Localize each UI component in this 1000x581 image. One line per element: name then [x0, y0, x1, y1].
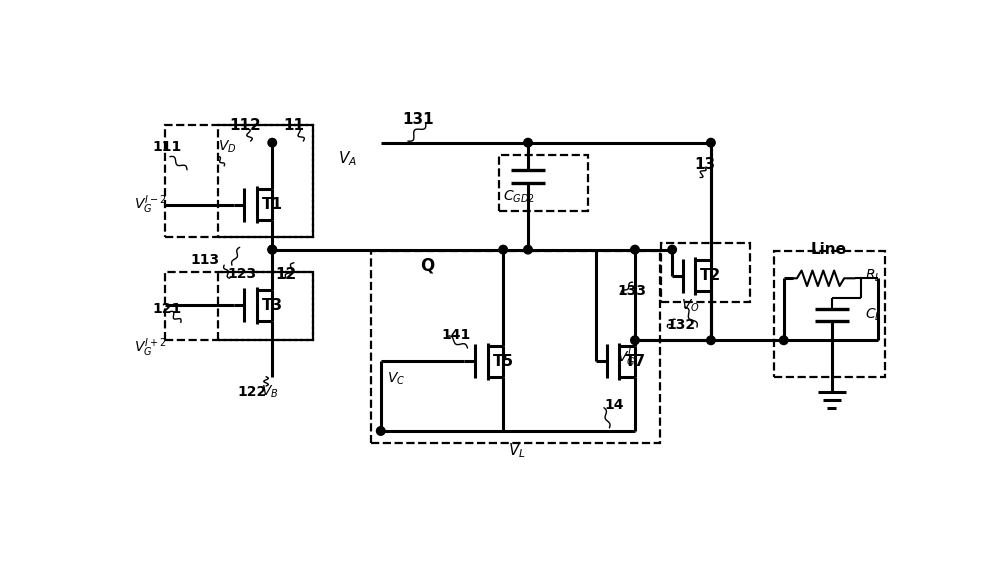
Text: 112: 112: [229, 118, 261, 133]
Text: $C_L$: $C_L$: [865, 307, 882, 323]
Text: 132: 132: [666, 318, 695, 332]
Text: $V_L$: $V_L$: [508, 442, 525, 461]
Bar: [218, 125, 313, 237]
Circle shape: [268, 245, 277, 254]
Text: $V_O$: $V_O$: [681, 297, 700, 314]
Circle shape: [707, 138, 715, 147]
Circle shape: [499, 245, 507, 254]
Circle shape: [268, 245, 277, 254]
Text: $V_D$: $V_D$: [218, 138, 237, 155]
Text: $V_B$: $V_B$: [261, 384, 278, 400]
Circle shape: [631, 336, 639, 345]
Text: T3: T3: [262, 298, 283, 313]
Circle shape: [268, 138, 277, 147]
Text: 141: 141: [441, 328, 470, 342]
Text: $C_{GD2}$: $C_{GD2}$: [503, 189, 535, 205]
Text: $R_L$: $R_L$: [865, 268, 882, 284]
Bar: [774, 251, 885, 376]
Bar: [218, 272, 313, 340]
Text: $V_G^{I+2}$: $V_G^{I+2}$: [134, 337, 167, 359]
Text: 14: 14: [604, 397, 623, 411]
Text: T7: T7: [624, 354, 646, 369]
Text: Line: Line: [811, 242, 847, 257]
Text: 123: 123: [227, 267, 256, 281]
Circle shape: [779, 336, 788, 345]
Circle shape: [524, 245, 532, 254]
Bar: [661, 243, 750, 302]
Circle shape: [631, 245, 639, 254]
Text: $V_G^{I-2}$: $V_G^{I-2}$: [134, 193, 167, 216]
Circle shape: [376, 426, 385, 435]
Bar: [165, 272, 313, 340]
Text: $V_C$: $V_C$: [387, 371, 405, 388]
Text: 13: 13: [694, 157, 715, 172]
Bar: [371, 251, 660, 443]
Text: 11: 11: [283, 118, 304, 133]
Circle shape: [707, 336, 715, 345]
Text: 111: 111: [152, 139, 181, 153]
Text: T2: T2: [700, 268, 721, 284]
Text: $V_A$: $V_A$: [338, 149, 357, 167]
Bar: [499, 155, 588, 211]
Text: 12: 12: [276, 267, 297, 282]
Text: $V_G^I$: $V_G^I$: [617, 347, 636, 370]
Bar: [165, 125, 313, 237]
Circle shape: [524, 138, 532, 147]
Text: 133: 133: [617, 285, 646, 299]
Text: 113: 113: [191, 253, 220, 267]
Text: 131: 131: [402, 112, 434, 127]
Text: T1: T1: [262, 197, 283, 212]
Text: 121: 121: [152, 302, 181, 316]
Text: T5: T5: [493, 354, 514, 369]
Text: Q: Q: [420, 256, 434, 274]
Text: 122: 122: [237, 385, 267, 399]
Circle shape: [668, 245, 676, 254]
